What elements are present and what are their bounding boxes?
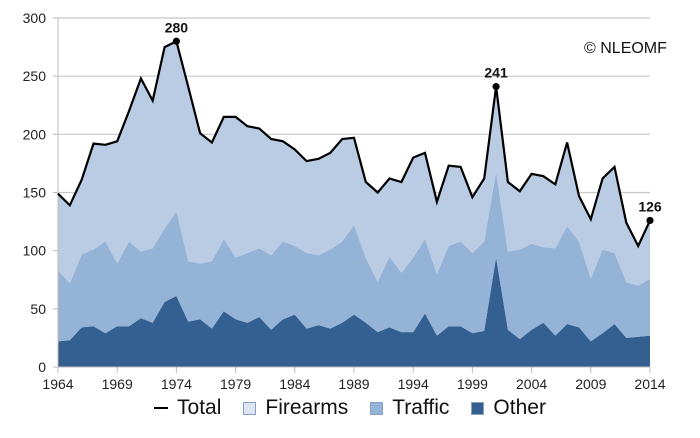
y-tick-label: 300 — [23, 10, 47, 26]
total-polyline — [57, 39, 651, 249]
copyright-credit: © NLEOMF — [584, 40, 667, 57]
x-tick-label: 1994 — [398, 376, 429, 392]
x-tick-label: 2004 — [516, 376, 547, 392]
area-other — [58, 257, 650, 367]
legend-item-firearms: Firearms — [243, 396, 348, 420]
legend: Total Firearms Traffic Other — [0, 396, 700, 420]
y-tick-label: 0 — [38, 359, 46, 375]
y-tick-label: 50 — [30, 301, 46, 317]
x-tick-label: 1989 — [338, 376, 369, 392]
legend-item-other: Other — [471, 396, 546, 420]
legend-label: Other — [493, 396, 546, 419]
y-tick-label: 100 — [23, 243, 47, 259]
legend-label: Total — [177, 396, 222, 419]
x-tick-label: 2009 — [575, 376, 606, 392]
annotation-label: 280 — [165, 19, 189, 35]
x-tick-label: 1979 — [220, 376, 251, 392]
x-tick-label: 1999 — [457, 376, 488, 392]
total-line — [57, 39, 651, 249]
legend-label: Firearms — [265, 396, 349, 419]
x-tick-label: 1969 — [102, 376, 133, 392]
x-tick-label: 2014 — [634, 376, 665, 392]
legend-item-traffic: Traffic — [370, 396, 449, 420]
swatch-icon — [243, 401, 257, 415]
annotation-label: 126 — [638, 198, 662, 214]
legend-item-total: Total — [154, 396, 221, 420]
x-tick-label: 1984 — [279, 376, 310, 392]
stacked-areas — [58, 41, 650, 367]
x-tick-label: 1974 — [161, 376, 192, 392]
x-tick-label: 1964 — [42, 376, 73, 392]
line-swatch-icon — [154, 407, 169, 409]
axes: 0 50 100 150 200 250 300 1964 1969 1974 1979 1984 19… — [23, 10, 666, 392]
y-tick-label: 250 — [23, 68, 47, 84]
legend-label: Traffic — [392, 396, 450, 419]
annotations: 280 241 126 — [165, 19, 662, 225]
y-tick-label: 150 — [23, 185, 47, 201]
y-tick-label: 200 — [23, 126, 47, 142]
area-traffic — [58, 171, 650, 342]
area-firearms — [58, 41, 650, 286]
swatch-icon — [471, 401, 485, 415]
swatch-icon — [370, 401, 384, 415]
annotation-label: 241 — [484, 65, 508, 81]
annotation-marker — [172, 37, 180, 45]
annotation-marker — [646, 216, 654, 225]
annotation-marker — [492, 83, 500, 91]
